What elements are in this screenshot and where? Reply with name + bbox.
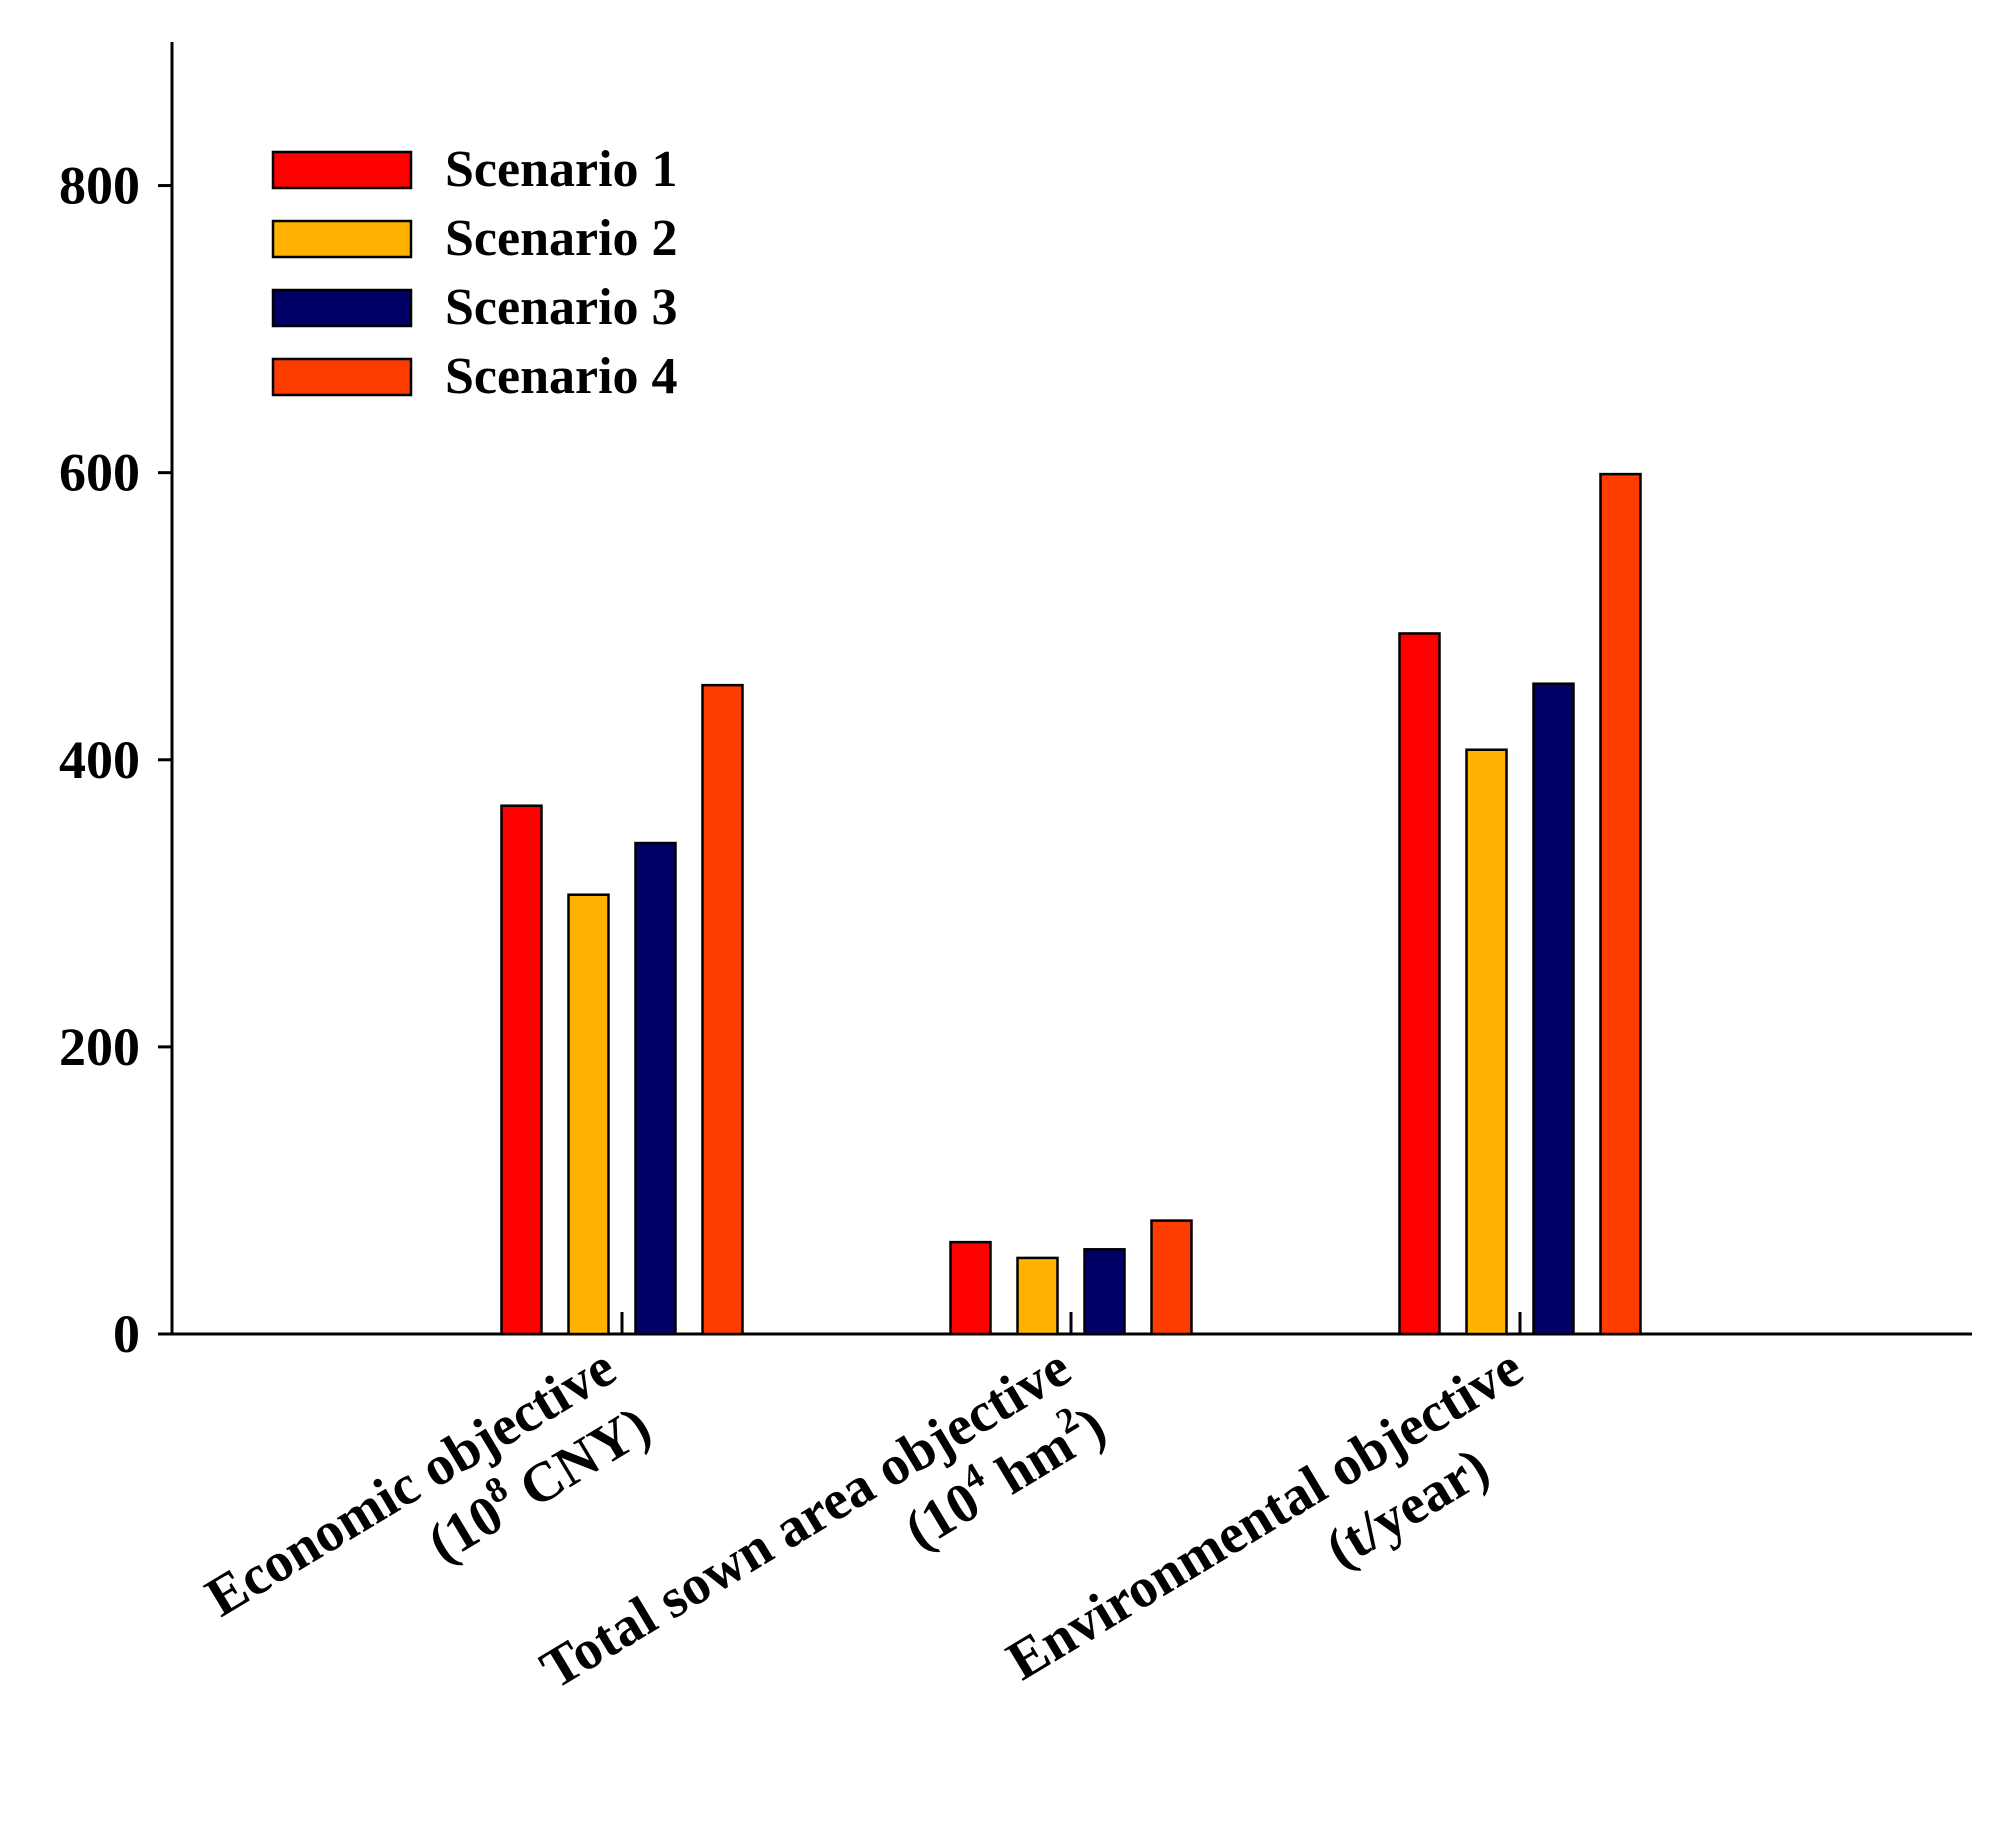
bar-scenario-3	[1532, 682, 1575, 1336]
bar-scenario-4	[701, 683, 744, 1336]
axes	[170, 42, 1972, 1336]
legend-swatch	[271, 150, 413, 190]
bar-scenario-1	[500, 804, 543, 1336]
y-tick-label: 600	[59, 443, 140, 503]
bar-scenario-2	[567, 893, 610, 1336]
legend-swatch	[271, 219, 413, 259]
y-tick-label: 200	[59, 1017, 140, 1077]
bar-scenario-3	[1083, 1248, 1126, 1336]
bars	[500, 472, 1642, 1336]
y-tick-label: 0	[113, 1304, 140, 1364]
legend-label: Scenario 3	[445, 279, 678, 336]
y-tick-label: 800	[59, 156, 140, 216]
bar-scenario-4	[1599, 472, 1642, 1336]
category-label-sown-area: Total sown area objective (104 hm2)	[530, 1336, 1116, 1701]
y-ticks: 0 200 400 600 800	[59, 156, 172, 1364]
y-tick-label: 400	[59, 730, 140, 790]
legend-label: Scenario 1	[445, 141, 678, 198]
bar-scenario-2	[1465, 748, 1508, 1336]
bar-scenario-2	[1016, 1256, 1059, 1336]
bar-scenario-3	[634, 841, 677, 1336]
bar-scenario-1	[1398, 632, 1441, 1336]
x-ticks	[620, 1312, 1522, 1334]
legend-swatch	[271, 288, 413, 328]
legend: Scenario 1 Scenario 2 Scenario 3 Scenario 4	[271, 141, 678, 405]
legend-swatch	[271, 357, 413, 397]
bar-scenario-4	[1150, 1219, 1193, 1336]
bar-scenario-1	[949, 1240, 992, 1336]
legend-label: Scenario 2	[445, 210, 678, 267]
legend-label: Scenario 4	[445, 348, 678, 405]
